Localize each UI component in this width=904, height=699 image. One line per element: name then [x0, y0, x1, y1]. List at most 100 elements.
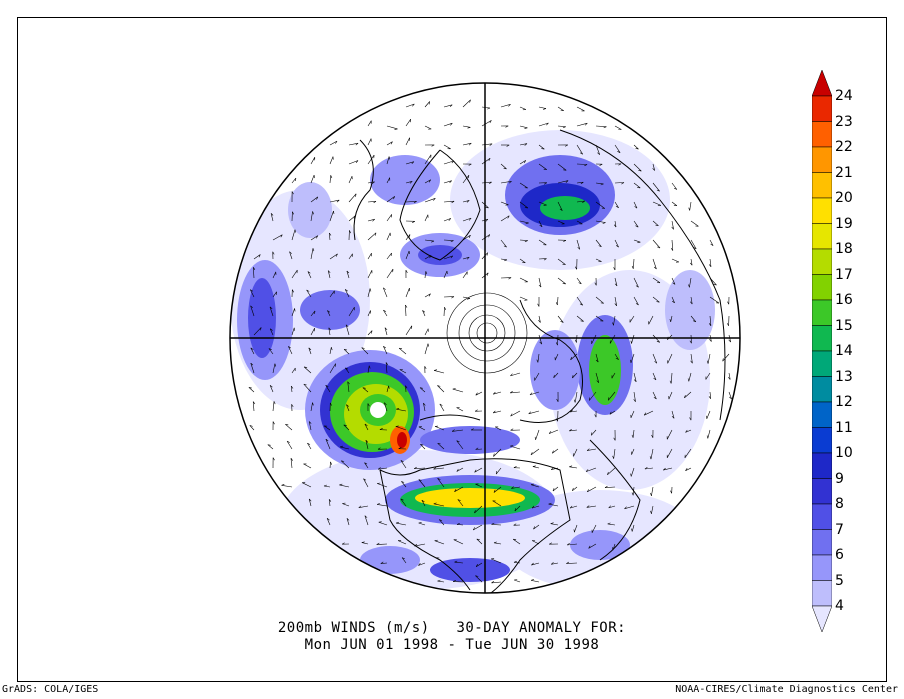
- wind-vector: [346, 404, 350, 412]
- wind-vector-head: [383, 346, 386, 349]
- wind-vector: [728, 334, 731, 343]
- wind-vector: [500, 201, 509, 206]
- wind-vector: [572, 372, 578, 379]
- wind-vector-head: [528, 411, 532, 415]
- wind-vector-head: [345, 324, 349, 328]
- wind-vector: [652, 277, 661, 284]
- wind-vector-head: [425, 271, 428, 275]
- wind-vector-head: [308, 347, 312, 351]
- wind-vector-head: [634, 206, 638, 209]
- wind-vector-head: [249, 425, 253, 427]
- colorbar-cell: [812, 478, 832, 505]
- wind-vector-head: [630, 340, 632, 344]
- wind-vector: [269, 328, 274, 336]
- wind-vector-head: [728, 339, 731, 343]
- wind-vector-head: [596, 380, 600, 383]
- wind-vector-head: [409, 181, 413, 184]
- wind-vector-head: [684, 394, 686, 399]
- wind-vector: [386, 177, 390, 184]
- wind-vector-head: [294, 229, 296, 233]
- wind-vector-head: [474, 409, 478, 412]
- wind-vector: [475, 483, 483, 488]
- wind-vector-head: [470, 428, 474, 431]
- wind-vector: [344, 289, 350, 298]
- wind-vector: [443, 200, 455, 203]
- wind-vector: [443, 122, 453, 127]
- wind-vector: [671, 220, 674, 230]
- wind-vector: [378, 521, 388, 526]
- wind-vector: [557, 220, 565, 225]
- colorbar-cell: [812, 172, 832, 199]
- wind-vector: [457, 499, 464, 507]
- colorbar-cell: [812, 529, 832, 556]
- wind-vector-head: [600, 183, 604, 186]
- wind-vector-head: [384, 327, 388, 331]
- wind-vector-head: [539, 224, 543, 227]
- wind-vector: [576, 144, 583, 155]
- wind-vector: [591, 524, 597, 533]
- wind-vector-head: [728, 377, 731, 380]
- wind-vector: [329, 347, 332, 355]
- wind-vector: [519, 220, 529, 224]
- wind-vector: [310, 402, 313, 412]
- wind-vector: [481, 157, 491, 165]
- wind-vector: [310, 211, 313, 222]
- wind-vector: [386, 385, 389, 393]
- wind-vector: [363, 478, 369, 488]
- wind-vector-head: [508, 104, 511, 107]
- wind-vector-head: [644, 467, 648, 470]
- wind-vector-head: [346, 404, 349, 407]
- wind-vector-head: [341, 542, 345, 545]
- wind-vector-head: [383, 287, 386, 290]
- wind-vector-head: [531, 562, 534, 566]
- wind-vector: [384, 402, 388, 412]
- wind-vector-head: [493, 541, 497, 544]
- wind-vector-head: [250, 289, 253, 292]
- wind-vector-head: [486, 272, 489, 276]
- wind-vector-head: [565, 144, 568, 147]
- wind-vector-head: [524, 143, 528, 146]
- wind-vector: [285, 424, 293, 431]
- wind-vector-head: [304, 366, 308, 368]
- wind-vector-head: [630, 473, 632, 477]
- wind-vector: [632, 429, 635, 438]
- wind-vector: [531, 580, 540, 583]
- wind-vector-head: [253, 267, 256, 270]
- wind-vector: [433, 503, 445, 507]
- wind-vector: [481, 234, 490, 241]
- wind-vector-head: [333, 210, 335, 215]
- wind-vector-head: [589, 397, 591, 401]
- wind-vector-head: [533, 526, 535, 530]
- wind-vector-head: [582, 200, 585, 204]
- wind-vector-head: [586, 489, 590, 493]
- wind-vector: [529, 391, 540, 396]
- wind-vector-head: [615, 357, 619, 360]
- wind-vector-head: [595, 359, 599, 363]
- wind-vector: [609, 334, 616, 344]
- wind-vector-head: [398, 447, 402, 449]
- wind-vector-head: [289, 251, 292, 254]
- wind-vector: [595, 296, 604, 304]
- wind-vector-head: [670, 247, 674, 251]
- wind-vector-head: [584, 164, 588, 167]
- wind-vector-head: [633, 379, 637, 383]
- wind-vector: [367, 120, 372, 127]
- wind-vector-head: [285, 424, 289, 426]
- wind-vector-head: [250, 347, 254, 350]
- wind-vector: [491, 524, 502, 526]
- wind-vector: [378, 467, 388, 470]
- wind-vector: [633, 372, 637, 382]
- wind-vector-head: [268, 348, 272, 351]
- wind-vector-head: [362, 387, 366, 389]
- wind-vector: [663, 467, 673, 471]
- wind-vector: [652, 296, 660, 303]
- wind-vector-head: [294, 308, 296, 312]
- wind-vector-head: [505, 125, 509, 128]
- wind-vector: [591, 429, 597, 436]
- wind-vector: [633, 239, 641, 243]
- wind-vector-head: [566, 561, 570, 564]
- wind-vector-head: [729, 396, 732, 400]
- wind-vector: [538, 144, 545, 150]
- wind-vector: [538, 122, 549, 127]
- wind-vector-head: [451, 296, 455, 299]
